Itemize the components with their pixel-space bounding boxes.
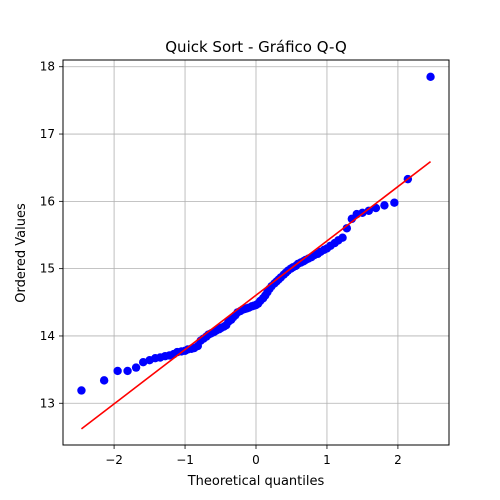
data-point	[113, 366, 122, 376]
y-tick-label: 14	[40, 329, 55, 343]
grid-lines	[63, 60, 449, 445]
data-point	[380, 201, 389, 210]
y-tick-label: 16	[40, 194, 55, 208]
x-tick-label: 2	[394, 453, 402, 467]
data-point	[338, 233, 347, 242]
data-point	[390, 198, 399, 207]
y-tick-label: 13	[40, 396, 55, 410]
plot-content	[77, 72, 435, 430]
data-point	[77, 386, 86, 395]
data-point	[99, 376, 109, 385]
data-point	[426, 72, 435, 82]
fit-line	[80, 160, 432, 430]
x-tick-label: 0	[252, 453, 260, 467]
x-tick-label: −2	[105, 453, 123, 467]
chart-title: Quick Sort - Gráfico Q-Q	[165, 38, 347, 56]
x-tick-label: −1	[176, 453, 194, 467]
y-tick-label: 18	[40, 60, 55, 74]
data-point	[138, 358, 148, 367]
data-point	[364, 206, 374, 215]
y-axis-title: Ordered Values	[14, 203, 29, 303]
data-point	[342, 224, 352, 233]
y-tick-label: 17	[40, 127, 55, 141]
data-point	[131, 363, 141, 372]
x-axis-title: Theoretical quantiles	[187, 474, 325, 489]
y-tick-label: 15	[40, 262, 55, 276]
data-point	[123, 366, 132, 376]
x-tick-label: 1	[323, 453, 331, 467]
